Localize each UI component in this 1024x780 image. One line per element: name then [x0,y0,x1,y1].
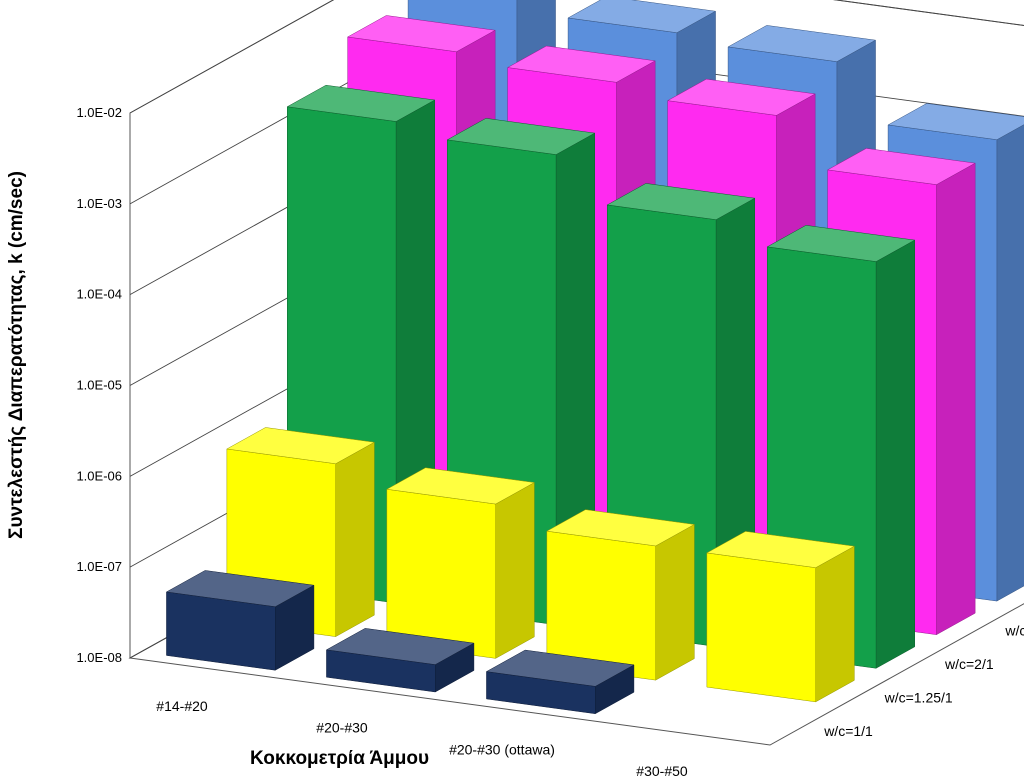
category-label: #14-#20 [156,698,208,714]
bar-top [446,118,596,155]
y-tick-label: 1.0E-02 [76,105,122,120]
bar [706,531,856,703]
bars-group [165,0,1024,715]
bar-top [346,15,496,53]
bar-front [386,488,496,659]
bar-top [485,649,635,687]
bar [485,649,635,715]
bar-top [666,78,816,116]
bar-top [567,0,717,33]
gridline [129,0,1024,114]
bar [386,467,536,659]
series-label: w/c=2/1 [944,656,994,672]
series-label: w/c=1/1 [823,723,873,739]
series-label: w/c=1.25/1 [884,690,953,706]
bar-top [727,25,877,62]
y-tick-label: 1.0E-06 [76,468,122,483]
category-label: #20-#30 [316,720,368,736]
y-tick-label: 1.0E-05 [76,378,122,393]
bar-side [335,441,375,638]
y-tick-label: 1.0E-03 [76,196,122,211]
bar-top [386,467,536,505]
bar-top [826,148,976,185]
x-axis-title: Κοκκομετρία Άμμου [250,748,429,769]
y-tick-label: 1.0E-08 [76,650,122,665]
category-label: #30-#50 [636,763,688,779]
bar-top [546,509,696,547]
bar-side [495,482,535,659]
bar [546,509,696,681]
bar-top [606,183,756,220]
bar-top [887,103,1024,140]
series-label: w/c=2.5/1 [1004,622,1024,638]
category-label: #20-#30 (ottawa) [449,741,555,757]
labels-group: 1.0E-08 1.0E-07 1.0E-06 1.0E-05 1.0E-04 1.0E-… [76,105,1024,779]
bar-side [655,524,695,681]
bar [165,570,315,671]
y-axis-title: Συντελεστής Διαπερατότητας, k (cm/sec) [6,171,27,539]
bar-top [226,427,376,465]
bar-front [706,552,816,703]
bar-top [506,45,656,83]
bar-top [766,225,916,262]
bar [325,628,475,693]
bar-top [325,628,475,665]
y-tick-label: 1.0E-04 [76,287,122,302]
bar-side [875,239,915,669]
bar-top [286,84,436,122]
bar-side [996,124,1024,602]
bar-side [936,162,976,636]
y-tick-label: 1.0E-07 [76,559,122,574]
bar-top [706,531,856,568]
bar-top [165,570,315,607]
bar-side [815,545,855,703]
